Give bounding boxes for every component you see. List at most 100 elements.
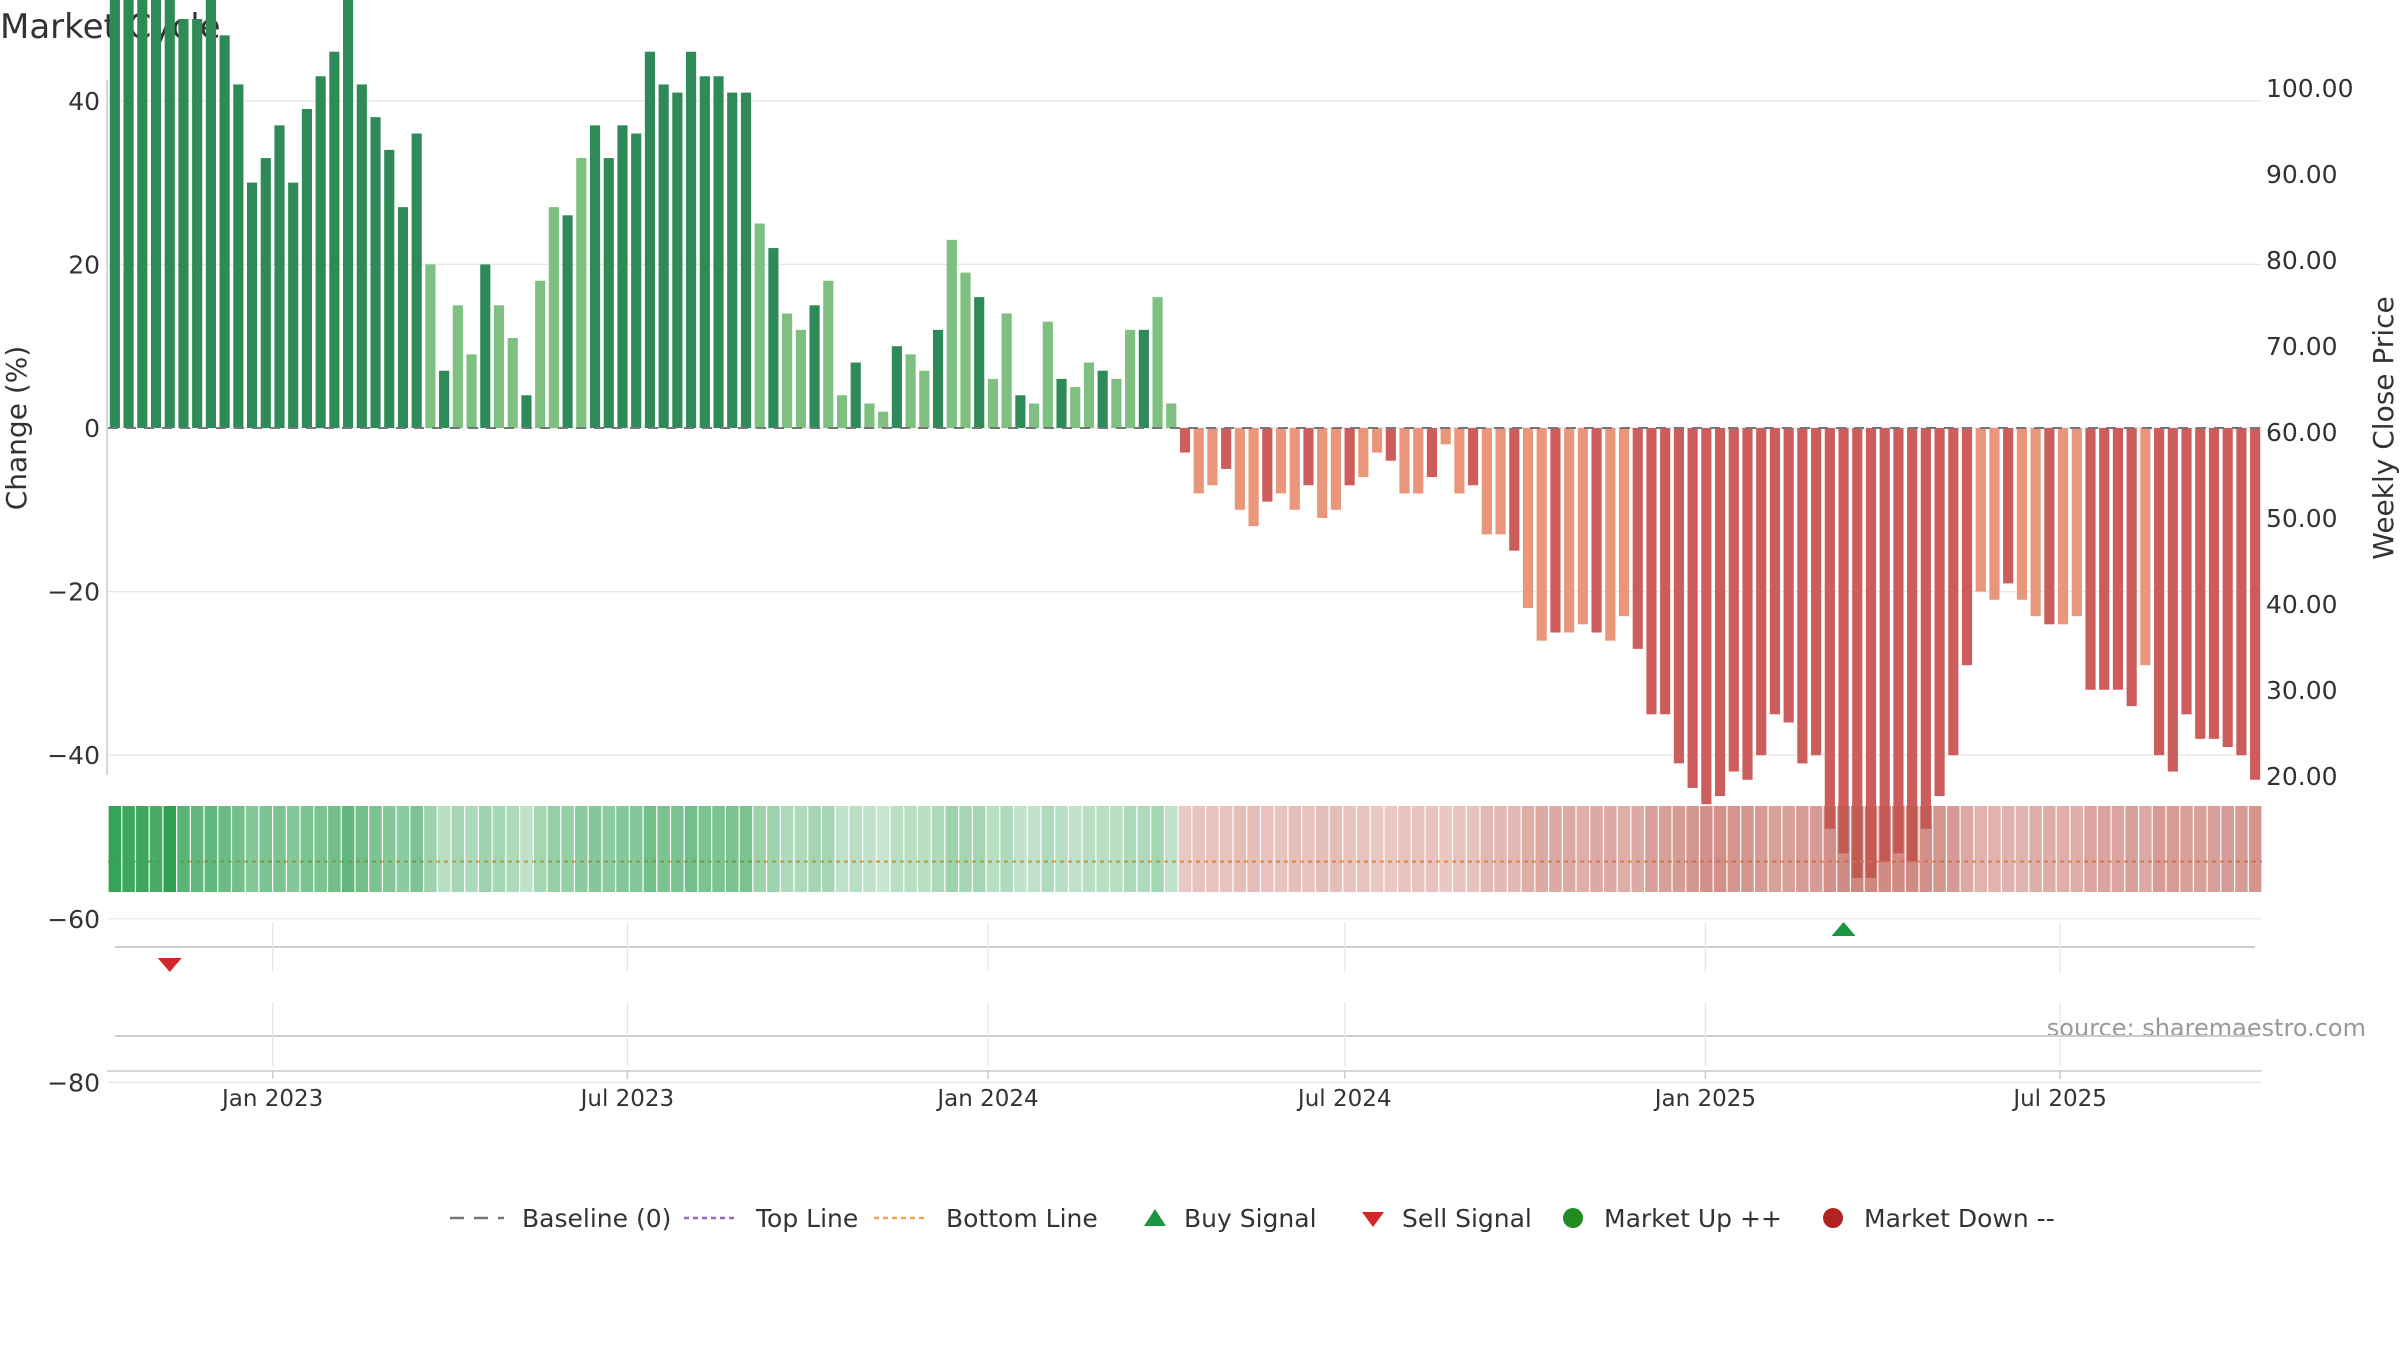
intensity-cell — [835, 806, 849, 892]
bar-down — [1454, 428, 1465, 494]
intensity-cell — [2248, 806, 2262, 892]
intensity-cell — [1809, 806, 1823, 892]
intensity-cell — [1480, 806, 1494, 892]
intensity-cell — [1562, 806, 1576, 892]
intensity-cell — [547, 806, 561, 892]
intensity-cell — [355, 806, 369, 892]
bar-up — [384, 149, 395, 428]
bar-up — [576, 158, 587, 428]
bar-down — [1646, 428, 1657, 715]
intensity-cell — [424, 806, 437, 892]
bar-down — [1262, 428, 1273, 502]
intensity-cell — [1796, 806, 1809, 892]
bar-down — [1879, 428, 1890, 862]
bar-up — [809, 305, 820, 428]
intensity-cell — [698, 806, 712, 892]
bar-up — [795, 329, 806, 428]
bar-down — [1317, 428, 1328, 518]
intensity-cell — [1672, 806, 1686, 892]
intensity-cell — [1123, 806, 1137, 892]
intensity-cell — [1219, 806, 1233, 892]
bar-down — [1358, 428, 1369, 478]
intensity-cell — [2207, 806, 2221, 892]
bar-down — [1207, 428, 1218, 486]
bar-down — [1426, 428, 1438, 478]
intensity-cell — [520, 806, 533, 892]
bar-up — [439, 370, 450, 428]
x-tick-label: Jan 2023 — [220, 1086, 323, 1112]
bar-down — [1344, 428, 1355, 486]
intensity-cell — [382, 806, 396, 892]
bar-down — [1742, 428, 1753, 780]
bar-down — [1811, 428, 1822, 756]
bar-down — [1193, 428, 1204, 494]
bar-down — [1934, 428, 1945, 797]
bar-up — [466, 354, 477, 428]
intensity-cell — [1068, 806, 1082, 892]
intensity-cell — [2056, 806, 2070, 892]
bar-down — [1536, 428, 1547, 641]
intensity-cell — [177, 806, 190, 892]
bar-up — [301, 108, 313, 428]
bar-up — [370, 117, 381, 428]
intensity-cell — [1329, 806, 1343, 892]
intensity-cell — [753, 806, 766, 892]
intensity-cell — [533, 806, 547, 892]
intensity-cell — [1233, 806, 1247, 892]
intensity-cell — [1988, 806, 2001, 892]
intensity-cell — [849, 806, 862, 892]
bar-up — [233, 84, 244, 428]
intensity-cell — [1343, 806, 1356, 892]
intensity-cell — [712, 806, 725, 892]
intensity-cell — [561, 806, 574, 892]
intensity-cell — [822, 806, 835, 892]
bar-down — [2222, 428, 2233, 748]
intensity-cell — [657, 806, 670, 892]
bar-down — [1413, 428, 1424, 494]
bar-up — [1083, 362, 1095, 428]
bar-down — [1495, 428, 1506, 535]
x-tick-label: Jan 2025 — [1653, 1086, 1756, 1112]
legend-sell-icon — [1362, 1212, 1384, 1227]
intensity-cell — [1384, 806, 1398, 892]
bar-down — [1865, 428, 1877, 878]
intensity-cell — [986, 806, 1000, 892]
legend-buy-icon — [1144, 1209, 1166, 1226]
bar-up — [192, 19, 203, 428]
y-axis-label-left: Change (%) — [0, 346, 33, 511]
intensity-cell — [273, 806, 286, 892]
bar-down — [2208, 428, 2220, 739]
bar-down — [2140, 428, 2151, 666]
intensity-cell — [1178, 806, 1192, 892]
bar-down — [1673, 428, 1684, 764]
bar-down — [1564, 428, 1575, 633]
intensity-cell — [2221, 806, 2234, 892]
bar-up — [905, 354, 916, 428]
bar-down — [2030, 428, 2041, 617]
legend-label: Top Line — [755, 1204, 858, 1233]
bar-down — [1687, 428, 1698, 788]
intensity-cell — [739, 806, 753, 892]
intensity-cell — [410, 806, 423, 892]
bar-up — [397, 207, 409, 428]
bar-up — [919, 370, 930, 428]
intensity-cell — [108, 806, 122, 892]
intensity-cell — [1192, 806, 1205, 892]
intensity-cell — [767, 806, 780, 892]
y-tick-label-right: 40.00 — [2266, 590, 2338, 619]
bar-up — [1056, 378, 1067, 428]
intensity-cell — [1096, 806, 1109, 892]
bar-down — [1522, 428, 1534, 608]
bar-down — [1481, 428, 1492, 535]
intensity-cell — [904, 806, 917, 892]
bar-up — [644, 51, 656, 428]
intensity-cell — [2015, 806, 2029, 892]
bar-down — [1330, 428, 1341, 510]
bar-up — [672, 92, 683, 429]
bar-down — [2003, 428, 2014, 584]
bar-down — [2167, 428, 2178, 772]
bar-up — [740, 92, 752, 429]
intensity-cell — [1014, 806, 1027, 892]
bar-up — [1015, 395, 1026, 428]
intensity-cell — [1041, 806, 1055, 892]
